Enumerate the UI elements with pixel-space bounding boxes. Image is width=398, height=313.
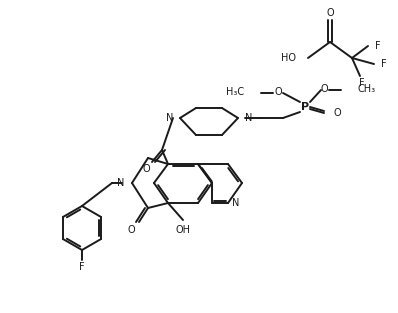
Text: F: F [381,59,386,69]
Text: H₃C: H₃C [226,87,244,97]
Text: O: O [142,164,150,174]
Text: HO: HO [281,53,296,63]
Text: CH₃: CH₃ [358,84,376,94]
Text: N: N [245,113,252,123]
Text: N: N [232,198,239,208]
Text: O: O [274,87,282,97]
Text: P: P [301,102,309,112]
Text: F: F [359,78,365,88]
Text: O: O [320,84,328,94]
Text: OH: OH [176,225,191,235]
Text: N: N [117,178,124,188]
Text: N: N [166,113,173,123]
Text: O: O [127,225,135,235]
Text: F: F [375,41,380,51]
Text: O: O [326,8,334,18]
Text: O: O [334,108,341,118]
Text: F: F [79,262,85,272]
